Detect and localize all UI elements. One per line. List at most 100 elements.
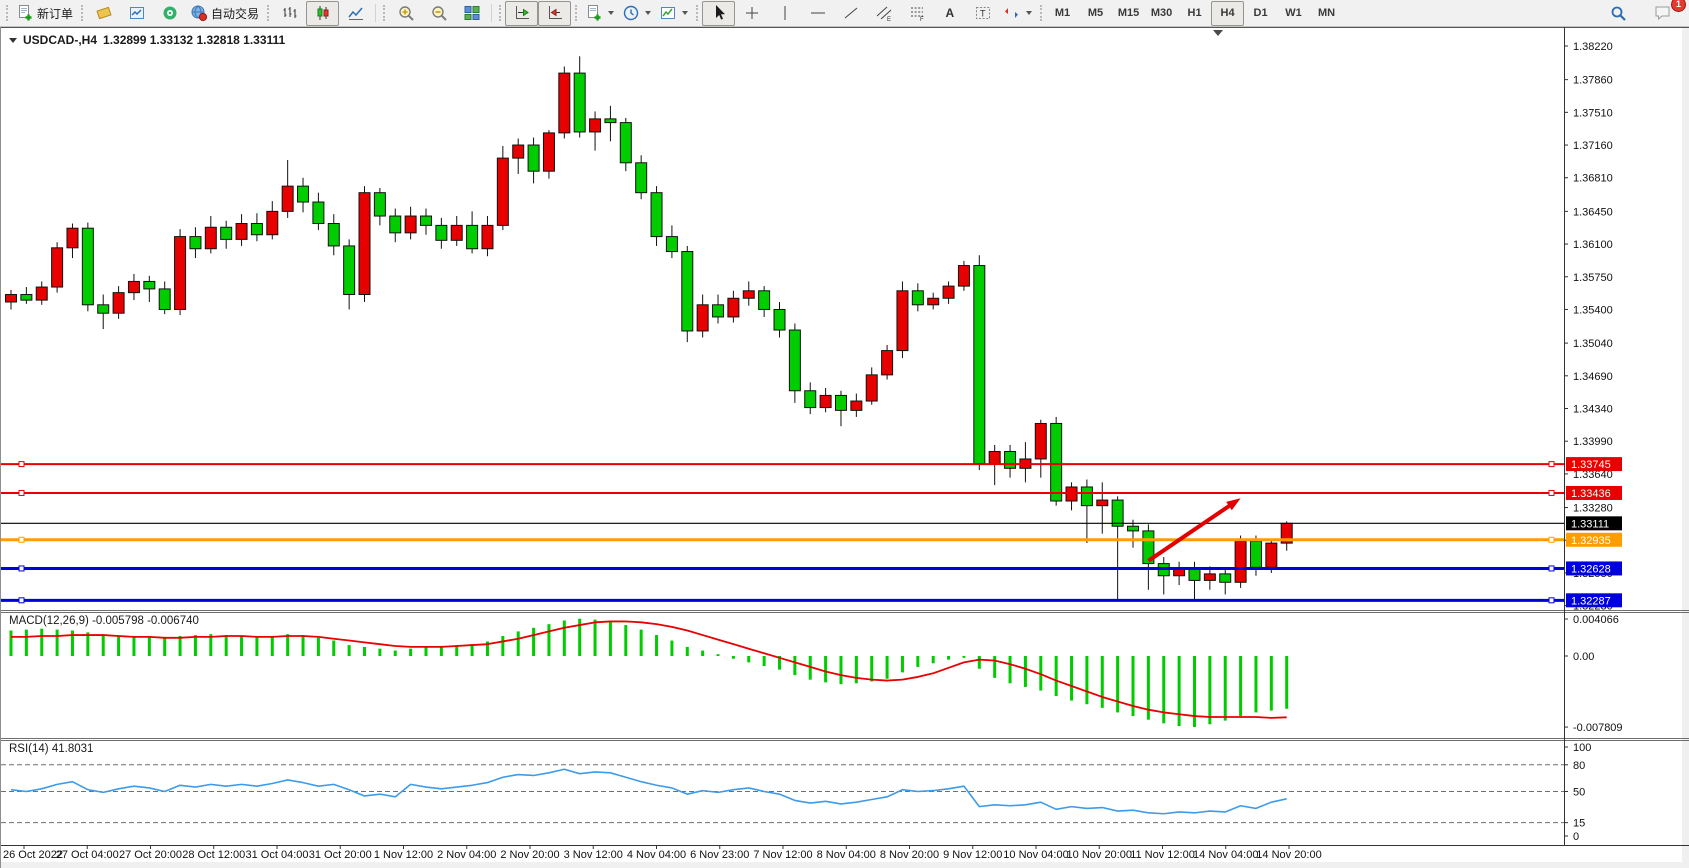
- dropdown-caret-icon[interactable]: [682, 11, 689, 15]
- macd-histogram-bar: [9, 630, 13, 656]
- macd-histogram-bar: [270, 635, 274, 656]
- timeframe-m15-button[interactable]: M15: [1112, 1, 1145, 26]
- timeframe-label: D1: [1253, 7, 1268, 19]
- timeframe-mn-button[interactable]: MN: [1310, 1, 1343, 26]
- indicators-button[interactable]: [581, 1, 618, 26]
- periods-button[interactable]: [618, 1, 655, 26]
- dropdown-caret-icon[interactable]: [645, 11, 652, 15]
- toolbar: 新订单 自动交易 E F A T M1 M5 M15 M30 H1 H4 D1 W1 MN 1: [0, 0, 1689, 27]
- macd-histogram-bar: [870, 656, 874, 682]
- trend-arrow-head[interactable]: [1226, 498, 1241, 511]
- macd-histogram-bar: [117, 635, 121, 656]
- timeframe-label: M5: [1087, 7, 1104, 19]
- price-tick-label: 1.37860: [1573, 75, 1613, 87]
- candlestick-button[interactable]: [306, 0, 340, 26]
- crosshair-button[interactable]: [735, 1, 768, 26]
- macd-histogram-bar: [1146, 656, 1150, 720]
- price-badge: [1566, 516, 1622, 531]
- timeframe-m1-button[interactable]: M1: [1046, 1, 1079, 26]
- candle-up: [742, 290, 755, 299]
- chart-title: USDCAD-,H4 1.32899 1.33132 1.32818 1.331…: [9, 33, 285, 47]
- candle-up: [51, 247, 64, 288]
- templates-button[interactable]: [655, 1, 692, 26]
- price-tick-label: 1.35040: [1573, 338, 1613, 350]
- macd-histogram-bar: [147, 635, 151, 656]
- hline-endpoint-marker[interactable]: [1548, 461, 1555, 468]
- arrows-button[interactable]: [999, 1, 1036, 26]
- search-icon: [1611, 6, 1626, 21]
- macd-tick-label: 0.004066: [1573, 614, 1619, 626]
- candle-up: [358, 192, 371, 296]
- market-watch-button[interactable]: [87, 1, 120, 26]
- hline-endpoint-marker[interactable]: [18, 597, 25, 604]
- autotrade-button[interactable]: 自动交易: [186, 1, 263, 26]
- candle-up: [865, 374, 878, 402]
- macd-histogram-bar: [363, 646, 367, 656]
- timeframe-m30-button[interactable]: M30: [1145, 1, 1178, 26]
- candle-down: [1080, 486, 1093, 507]
- chevron-down-icon[interactable]: [9, 37, 17, 43]
- horizontal-line-button[interactable]: [801, 1, 834, 26]
- time-tick-label: 27 Oct 04:00: [56, 849, 119, 861]
- channel-button[interactable]: E: [867, 1, 900, 26]
- hline-endpoint-marker[interactable]: [18, 536, 25, 543]
- timeframe-h1-button[interactable]: H1: [1178, 1, 1211, 26]
- price-tick-label: 1.33280: [1573, 503, 1613, 515]
- chart-shift-button[interactable]: [538, 0, 572, 26]
- text-label-button[interactable]: T: [966, 1, 999, 26]
- macd-histogram-bar: [793, 656, 797, 676]
- chart-window-button[interactable]: [120, 1, 153, 26]
- vertical-line-button[interactable]: [768, 1, 801, 26]
- price-badge-label: 1.32628: [1571, 563, 1611, 575]
- timeframe-label: M30: [1150, 7, 1173, 19]
- hline-endpoint-marker[interactable]: [18, 565, 25, 572]
- doc-plus-icon: [19, 5, 32, 21]
- cursor-icon: [715, 5, 725, 20]
- new-order-button[interactable]: 新订单: [12, 1, 77, 26]
- time-tick-label: 8 Nov 20:00: [880, 849, 939, 861]
- candle-up: [881, 350, 894, 376]
- time-tick-label: 10 Nov 20:00: [1067, 849, 1132, 861]
- zoom-out-button[interactable]: [422, 1, 455, 26]
- auto-scroll-icon: [515, 6, 529, 19]
- rsi-tick-label: 15: [1573, 818, 1585, 830]
- candle-down: [650, 192, 663, 238]
- line-chart-button[interactable]: [339, 1, 372, 26]
- candle-down: [1249, 540, 1262, 568]
- hline-endpoint-marker[interactable]: [18, 489, 25, 496]
- trend-arrow[interactable]: [1147, 501, 1236, 563]
- zoom-in-button[interactable]: [389, 1, 422, 26]
- search-button[interactable]: [1601, 1, 1634, 26]
- chart-shift-marker[interactable]: [1213, 30, 1223, 36]
- notifications-button[interactable]: 1: [1646, 0, 1686, 26]
- price-tick-label: 1.33640: [1573, 469, 1613, 481]
- price-badge: [1566, 532, 1622, 547]
- trendline-button[interactable]: [834, 1, 867, 26]
- tile-windows-button[interactable]: [455, 1, 488, 26]
- timeframe-m5-button[interactable]: M5: [1079, 1, 1112, 26]
- cursor-button[interactable]: [702, 0, 736, 26]
- time-tick-label: 31 Oct 04:00: [246, 849, 309, 861]
- hline-endpoint-marker[interactable]: [1548, 489, 1555, 496]
- price-badge-label: 1.33436: [1571, 488, 1611, 500]
- timeframe-h4-button[interactable]: H4: [1211, 0, 1245, 26]
- price-badge-label: 1.33745: [1571, 459, 1611, 471]
- dropdown-caret-icon[interactable]: [608, 11, 615, 15]
- hline-endpoint-marker[interactable]: [1548, 536, 1555, 543]
- timeframe-w1-button[interactable]: W1: [1277, 1, 1310, 26]
- hline-endpoint-marker[interactable]: [18, 461, 25, 468]
- fibonacci-button[interactable]: F: [900, 1, 933, 26]
- ohlc-bars-button[interactable]: [273, 1, 306, 26]
- hline-endpoint-marker[interactable]: [1548, 565, 1555, 572]
- text-button[interactable]: A: [933, 1, 966, 26]
- auto-scroll-button[interactable]: [505, 0, 539, 26]
- timeframe-d1-button[interactable]: D1: [1244, 1, 1277, 26]
- candle-down: [143, 280, 156, 290]
- hline-endpoint-marker[interactable]: [1548, 597, 1555, 604]
- candle-up: [542, 132, 555, 172]
- navigator-button[interactable]: [153, 1, 186, 26]
- timeframe-label: H4: [1220, 7, 1235, 19]
- dropdown-caret-icon[interactable]: [1026, 11, 1033, 15]
- time-axis-area[interactable]: [1, 845, 1689, 862]
- price-axis-area[interactable]: [1564, 27, 1689, 845]
